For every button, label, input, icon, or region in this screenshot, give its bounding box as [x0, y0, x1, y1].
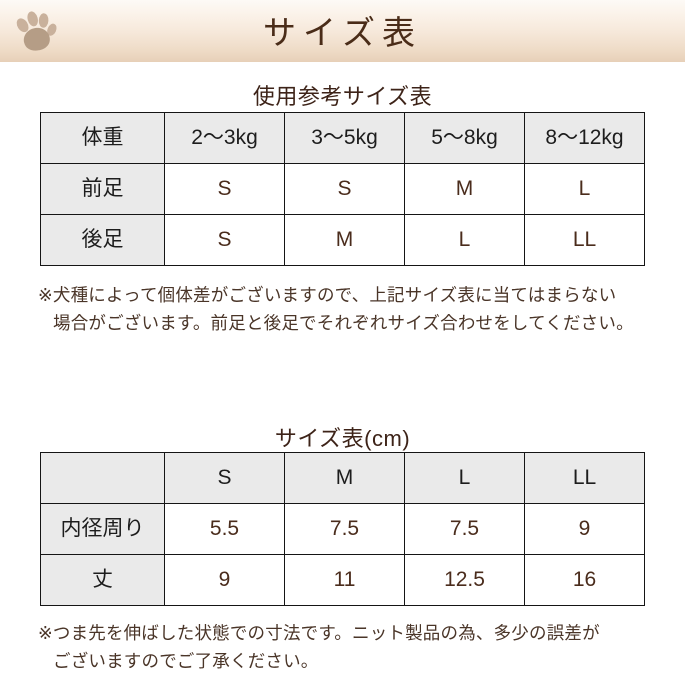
- column-header-corner-blank: [40, 452, 165, 504]
- note-line-2: 場合がございます。前足と後足でそれぞれサイズ合わせをしてください。: [53, 313, 634, 334]
- reference-size-table: 体重 2〜3kg 3〜5kg 5〜8kg 8〜12kg 前足 S S M L 後…: [40, 112, 645, 266]
- cell-length-m: 11: [284, 554, 405, 606]
- table-row: 後足 S M L LL: [40, 214, 645, 266]
- cell-front-paw-4: L: [524, 163, 645, 215]
- cell-inner-circumference-l: 7.5: [404, 503, 525, 555]
- table-row: 丈 9 11 12.5 16: [40, 554, 645, 606]
- cell-hind-paw-2: M: [284, 214, 405, 266]
- cell-inner-circumference-s: 5.5: [164, 503, 285, 555]
- table-row: S M L LL: [40, 452, 645, 504]
- row-label-front-paw: 前足: [40, 163, 165, 215]
- note-line-2: ございますのでご了承ください。: [53, 651, 319, 672]
- row-label-hind-paw: 後足: [40, 214, 165, 266]
- row-label-inner-circumference: 内径周り: [40, 503, 165, 555]
- column-header-size-ll: LL: [524, 452, 645, 504]
- column-header-weight: 体重: [40, 112, 165, 164]
- page-title: サイズ表: [262, 16, 422, 53]
- cell-inner-circumference-ll: 9: [524, 503, 645, 555]
- note-line-1: ※つま先を伸ばした状態での寸法です。ニット製品の為、多少の誤差が: [38, 623, 600, 643]
- cell-length-s: 9: [164, 554, 285, 606]
- cell-length-l: 12.5: [404, 554, 525, 606]
- cell-hind-paw-1: S: [164, 214, 285, 266]
- note-line-1: ※犬種によって個体差がございますので、上記サイズ表に当てはまらない: [38, 285, 617, 305]
- cell-front-paw-3: M: [404, 163, 525, 215]
- paw-print-icon: [16, 11, 57, 51]
- cell-front-paw-2: S: [284, 163, 405, 215]
- column-header-size-l: L: [404, 452, 525, 504]
- table-row: 内径周り 5.5 7.5 7.5 9: [40, 503, 645, 555]
- cell-front-paw-1: S: [164, 163, 285, 215]
- cell-length-ll: 16: [524, 554, 645, 606]
- column-header-weight-2: 3〜5kg: [284, 112, 405, 164]
- cell-hind-paw-4: LL: [524, 214, 645, 266]
- column-header-weight-3: 5〜8kg: [404, 112, 525, 164]
- reference-size-table-title: 使用参考サイズ表: [252, 84, 433, 109]
- measurement-size-table-note: ※つま先を伸ばした状態での寸法です。ニット製品の為、多少の誤差が ございますので…: [38, 619, 600, 676]
- table-row: 体重 2〜3kg 3〜5kg 5〜8kg 8〜12kg: [40, 112, 645, 164]
- cell-inner-circumference-m: 7.5: [284, 503, 405, 555]
- page-header-banner: サイズ表: [0, 0, 685, 62]
- column-header-weight-1: 2〜3kg: [164, 112, 285, 164]
- reference-size-table-note: ※犬種によって個体差がございますので、上記サイズ表に当てはまらない 場合がござい…: [38, 281, 634, 338]
- measurement-size-table: S M L LL 内径周り 5.5 7.5 7.5 9 丈 9 11 12.5 …: [40, 452, 645, 606]
- column-header-size-s: S: [164, 452, 285, 504]
- column-header-weight-4: 8〜12kg: [524, 112, 645, 164]
- cell-hind-paw-3: L: [404, 214, 525, 266]
- column-header-size-m: M: [284, 452, 405, 504]
- table-row: 前足 S S M L: [40, 163, 645, 215]
- measurement-size-table-title: サイズ表(cm): [274, 426, 411, 451]
- row-label-length: 丈: [40, 554, 165, 606]
